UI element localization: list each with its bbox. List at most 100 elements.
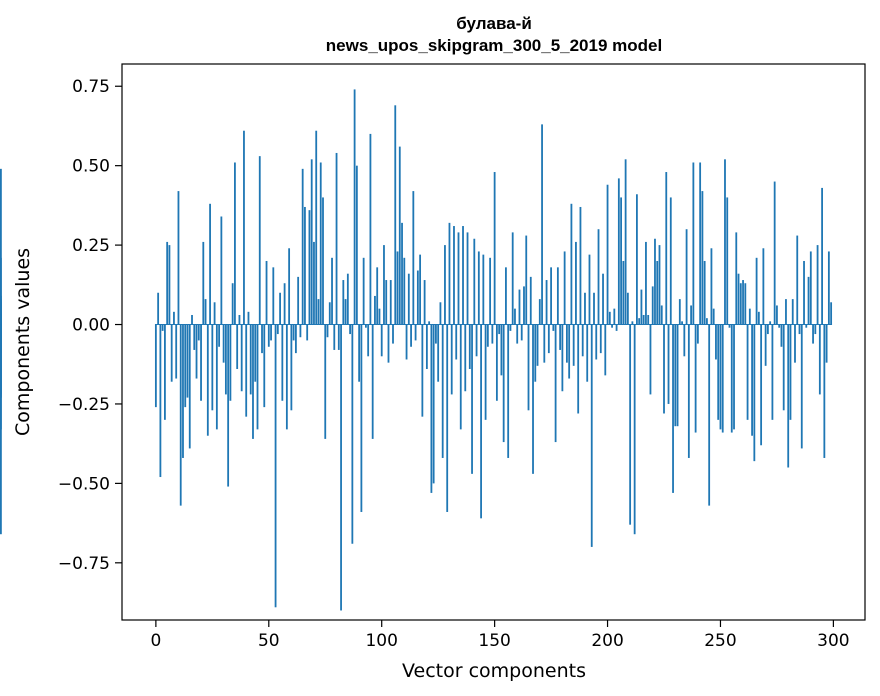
bar bbox=[721, 324, 724, 433]
bar bbox=[432, 324, 435, 484]
bar bbox=[437, 324, 440, 382]
bar bbox=[482, 254, 485, 325]
bar bbox=[261, 324, 263, 354]
bar bbox=[751, 324, 753, 436]
bar bbox=[536, 324, 539, 366]
bar bbox=[626, 292, 629, 325]
bar bbox=[387, 324, 390, 363]
bar bbox=[202, 241, 205, 325]
bar bbox=[814, 324, 817, 335]
bar bbox=[827, 251, 830, 325]
bar bbox=[638, 318, 641, 325]
bar bbox=[222, 324, 225, 363]
bar bbox=[355, 165, 358, 325]
bar bbox=[771, 324, 774, 420]
bar bbox=[468, 324, 471, 370]
bar bbox=[719, 324, 722, 430]
bar bbox=[333, 324, 336, 350]
bar bbox=[351, 324, 354, 544]
bar bbox=[349, 324, 351, 335]
bar bbox=[532, 324, 534, 474]
bar bbox=[733, 324, 735, 430]
bar bbox=[776, 305, 778, 325]
bar bbox=[737, 273, 740, 325]
bar bbox=[403, 257, 406, 325]
y-axis-label: Components values bbox=[12, 248, 34, 436]
bar bbox=[798, 324, 801, 335]
bar bbox=[428, 321, 431, 325]
bar-series bbox=[0, 89, 833, 611]
bar bbox=[236, 324, 239, 370]
bar bbox=[170, 324, 173, 382]
bar bbox=[498, 324, 501, 335]
bar bbox=[353, 89, 356, 325]
bar bbox=[597, 229, 600, 325]
bar bbox=[319, 162, 322, 325]
bar bbox=[701, 191, 704, 325]
bar bbox=[516, 324, 519, 344]
bar bbox=[484, 324, 487, 420]
bar bbox=[206, 324, 209, 436]
bar bbox=[514, 308, 516, 325]
bar bbox=[773, 181, 776, 325]
bar bbox=[742, 280, 744, 325]
chart-subtitle: news_upos_skipgram_300_5_2019 model bbox=[326, 36, 662, 55]
y-tick-label: −0.25 bbox=[58, 395, 110, 415]
bar bbox=[272, 267, 275, 325]
bar bbox=[642, 314, 645, 325]
bar bbox=[0, 324, 2, 535]
bar bbox=[326, 324, 329, 338]
bar bbox=[816, 245, 819, 325]
x-tick-label: 50 bbox=[258, 631, 280, 651]
bar bbox=[541, 124, 543, 325]
bar bbox=[748, 308, 751, 325]
bar bbox=[565, 324, 568, 363]
bar bbox=[371, 324, 374, 439]
bar bbox=[182, 324, 184, 458]
bar bbox=[173, 311, 175, 325]
bar bbox=[301, 168, 304, 325]
bar bbox=[534, 324, 537, 382]
bar bbox=[796, 235, 799, 325]
bar bbox=[234, 162, 236, 325]
bar bbox=[640, 289, 643, 325]
bar bbox=[633, 324, 636, 535]
bar bbox=[281, 324, 284, 401]
bar bbox=[376, 267, 379, 325]
bar bbox=[821, 187, 823, 325]
bar bbox=[687, 324, 690, 458]
bar bbox=[805, 324, 808, 328]
bar bbox=[715, 324, 717, 360]
bar bbox=[416, 270, 419, 325]
bar bbox=[755, 257, 758, 325]
bar bbox=[414, 324, 417, 341]
bar bbox=[823, 324, 826, 458]
bar bbox=[459, 324, 462, 430]
bar bbox=[676, 324, 679, 427]
bar bbox=[324, 324, 327, 439]
bar bbox=[667, 324, 670, 404]
bar bbox=[0, 324, 2, 398]
bar bbox=[624, 159, 627, 325]
bar bbox=[556, 267, 559, 325]
bar bbox=[161, 324, 164, 331]
x-tick-label: 300 bbox=[817, 631, 849, 651]
bar bbox=[568, 324, 571, 379]
bar bbox=[604, 324, 607, 376]
bar bbox=[606, 184, 609, 325]
bar bbox=[683, 324, 686, 357]
bar bbox=[554, 324, 557, 443]
bar bbox=[712, 308, 715, 325]
bar bbox=[385, 280, 388, 325]
bar bbox=[710, 248, 713, 325]
bar bbox=[407, 273, 410, 325]
bar bbox=[617, 178, 620, 325]
bar bbox=[669, 197, 672, 325]
x-tick-label: 200 bbox=[591, 631, 623, 651]
bar bbox=[789, 324, 792, 420]
bar bbox=[717, 324, 720, 420]
plot-area-frame bbox=[121, 63, 866, 621]
bar bbox=[703, 260, 706, 325]
bar bbox=[412, 191, 415, 325]
bar bbox=[787, 324, 790, 468]
